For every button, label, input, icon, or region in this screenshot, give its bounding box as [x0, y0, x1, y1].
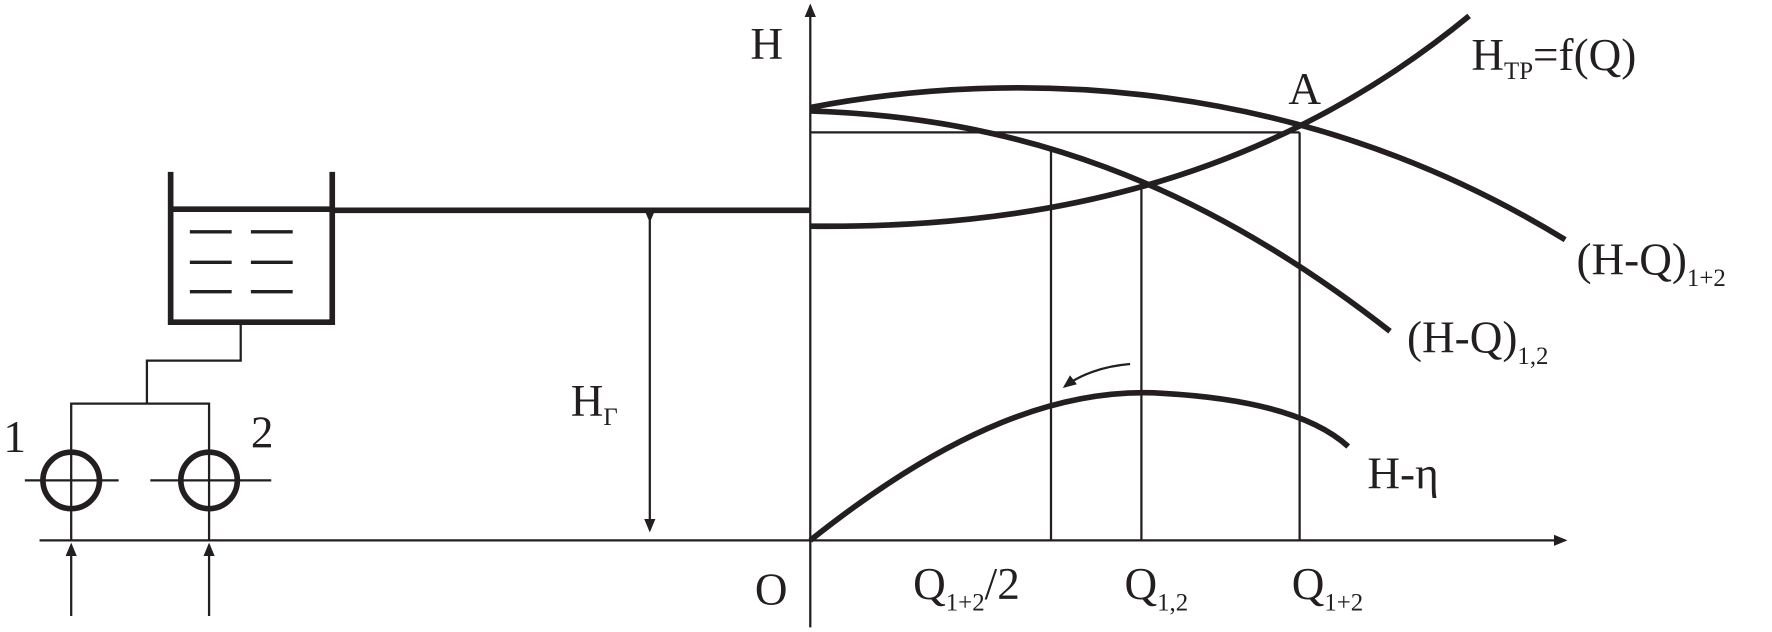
text-part: 1+2: [1324, 589, 1363, 616]
point-label: A: [1288, 64, 1321, 114]
text-part: Q: [1124, 559, 1157, 609]
text-part: H: [571, 376, 604, 426]
x-label: Q1,2: [1124, 559, 1188, 616]
text-part: ТР: [1504, 58, 1533, 85]
text-part: /2: [985, 559, 1020, 609]
pump-label: 2: [251, 408, 274, 458]
text-part: 1,2: [1517, 343, 1548, 370]
tank: [167, 171, 336, 326]
y-label: H: [750, 19, 783, 69]
shift-arrow: [1062, 362, 1131, 389]
hq-sum-label: (H-Q)1+2: [1576, 235, 1725, 292]
pump-label: 1: [3, 412, 26, 462]
text-part: 1+2: [1687, 265, 1726, 292]
origin-label: O: [755, 565, 788, 615]
text-part: (H-Q): [1576, 235, 1686, 285]
static-head-label: HГ: [571, 376, 618, 431]
x-label: Q1+2: [1292, 559, 1364, 616]
hq-single-curve: [810, 108, 1392, 334]
text-part: Q: [1292, 559, 1325, 609]
text-part: (H-Q): [1407, 313, 1517, 363]
piping: [24, 322, 272, 617]
efficiency-curve: [808, 389, 1351, 543]
text-part: 1+2: [946, 589, 985, 616]
text-part: =f(Q): [1533, 30, 1636, 80]
guide-lines: [810, 131, 1301, 541]
text-part: Q: [913, 559, 946, 609]
hq-sum-curve: [809, 85, 1567, 243]
text-part: H: [1471, 30, 1504, 80]
text-part: 1,2: [1157, 589, 1188, 616]
text-part: Г: [603, 404, 617, 431]
system-curve: [810, 13, 1471, 230]
efficiency-label: H-η: [1367, 448, 1438, 498]
system-curve-label: HТР=f(Q): [1471, 30, 1636, 85]
x-label: Q1+2/2: [913, 559, 1020, 616]
hq-single-label: (H-Q)1,2: [1407, 313, 1548, 370]
